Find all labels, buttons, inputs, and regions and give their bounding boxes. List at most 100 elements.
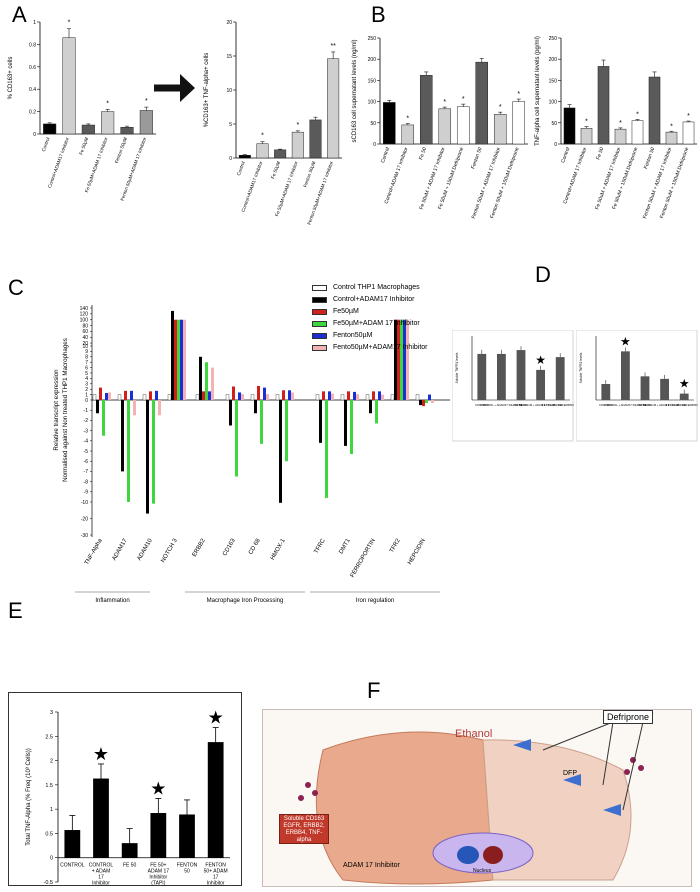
x-tick-label: CONTROL + ADAM17 INHIBITOR [604, 403, 647, 407]
bar [328, 391, 331, 400]
bar [179, 814, 195, 858]
bar [205, 362, 208, 400]
bar [102, 400, 105, 436]
x-tick-label: Fenton 50 [643, 146, 656, 169]
y-axis-label: TNF-alpha cell supernatant levels (pg/ml… [535, 36, 541, 146]
y-tick-label: 5 [229, 122, 232, 128]
y-tick-label: 150 [368, 78, 377, 84]
bar [139, 110, 153, 135]
significance-mark: ★ [620, 334, 631, 348]
bar [99, 387, 102, 400]
panel-e-frame [8, 692, 242, 886]
bar [682, 121, 695, 145]
y-tick-label: -7 [84, 469, 89, 475]
y-tick-label: 150 [549, 78, 558, 84]
bar [620, 351, 630, 400]
bar [419, 400, 422, 406]
y-tick-label: 10 [226, 88, 232, 94]
y-axis-label: % CD163+ cells [8, 57, 14, 100]
panel-letter-b: B [371, 2, 386, 27]
bar [425, 400, 428, 404]
bar [315, 394, 320, 401]
x-tick-label: FE 50 mM + ADAM 17 INHIBITOR [643, 403, 686, 407]
x-tick-label: HMOX-1 [270, 537, 287, 561]
y-tick-label: -9 [84, 490, 89, 496]
significance-mark: ★ [679, 377, 690, 391]
bar [390, 394, 395, 401]
bar [235, 400, 238, 477]
y-tick-label: 20 [226, 20, 232, 26]
y-tick-label: 0.8 [29, 42, 36, 48]
y-tick-label: 3 [50, 710, 53, 716]
panel-letter-f: F [367, 678, 381, 703]
y-tick-label: -20 [81, 516, 88, 522]
bar [133, 400, 136, 416]
y-axis-label: Relative transcript expression [53, 369, 60, 451]
bar [117, 394, 122, 401]
ethanol-label: Ethanol [455, 728, 493, 740]
bar [120, 127, 134, 135]
y-tick-label: -1 [84, 408, 89, 414]
y-tick-label: 120 [80, 312, 89, 318]
bar [381, 394, 384, 400]
bar [130, 390, 133, 400]
bar [256, 143, 269, 159]
significance-mark: * [499, 104, 502, 111]
x-tick-label: Fe 50µM [270, 160, 281, 179]
bar [340, 394, 345, 401]
bar [322, 391, 325, 400]
bar [81, 124, 95, 135]
bar [631, 120, 644, 145]
panel-frame [452, 330, 574, 442]
defriprone-label: Defriprone [603, 710, 654, 724]
bar [456, 106, 470, 145]
x-tick-label: Control+ADAM17 Inhibitor [240, 160, 263, 212]
x-tick-label: FE 50 mM [515, 403, 529, 407]
y-tick-label: 8 [85, 355, 88, 361]
bar [563, 107, 576, 145]
bar [401, 124, 415, 145]
x-tick-label: TNF-Alpha [84, 537, 104, 566]
bar [282, 390, 285, 400]
bar [177, 319, 180, 400]
bar [536, 369, 546, 400]
bar [665, 131, 678, 145]
y-tick-label: 200 [549, 57, 558, 63]
chart-a2: 0 5 10 15 20 Control * Control+ADAM17 Inhibitor… [204, 20, 342, 225]
y-tick-label: 4 [85, 376, 88, 382]
y-tick-label: 0.5 [45, 831, 53, 837]
bar [207, 742, 224, 858]
bar [199, 356, 202, 400]
bar [108, 392, 111, 400]
x-tick-label: HEPCIDIN [407, 538, 427, 566]
panel-letter-a: A [12, 2, 27, 27]
adam17-label: ADAM 17 Inhibitor [343, 862, 400, 869]
bar [350, 400, 353, 455]
y-axis-label: %CD163+ TNF-alpha+ cells [204, 53, 210, 128]
y-tick-label: 0.4 [29, 87, 36, 93]
x-tick-label: FENTON 50 [177, 863, 198, 875]
significance-mark: ** [330, 43, 336, 50]
bar [397, 319, 400, 400]
significance-mark: ★ [208, 708, 224, 728]
bar [422, 400, 425, 407]
y-tick-label: 1 [85, 392, 88, 398]
x-tick-label: NOTCH 3 [160, 537, 179, 563]
bar [438, 108, 452, 145]
bar [146, 400, 149, 514]
y-tick-label: 50 [551, 121, 557, 127]
bar [167, 394, 172, 401]
x-tick-label: FE 50 mM + ADAM 17 INHIBITOR [519, 403, 562, 407]
y-tick-label: 2.5 [45, 734, 53, 740]
bar [62, 37, 76, 135]
legend-item: Control+ADAM17 Inhibitor [312, 294, 428, 306]
bar [614, 128, 627, 145]
significance-mark: * [619, 120, 622, 127]
bar [356, 394, 359, 400]
bar [344, 400, 347, 446]
bar [275, 394, 280, 401]
y-tick-label: -5 [84, 449, 89, 455]
